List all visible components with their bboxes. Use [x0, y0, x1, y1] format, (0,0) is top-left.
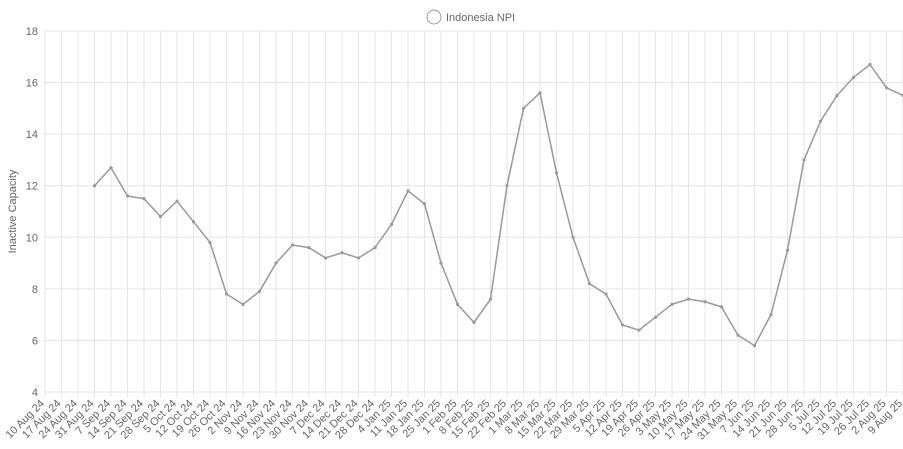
legend-label: Indonesia NPI [446, 12, 515, 24]
data-point [340, 251, 344, 255]
data-point [670, 302, 674, 306]
data-point [835, 93, 839, 98]
data-point [422, 202, 427, 206]
series-line [93, 63, 903, 347]
y-tick-label: 4 [32, 387, 38, 399]
data-point [439, 261, 443, 265]
y-tick-label: 18 [26, 26, 38, 38]
data-point [686, 297, 691, 301]
data-point [884, 86, 889, 90]
data-point [736, 333, 740, 337]
data-point [653, 315, 658, 319]
y-tick-label: 8 [32, 284, 38, 296]
data-point [587, 282, 592, 286]
data-point [125, 194, 130, 198]
data-point [868, 62, 872, 67]
data-point [703, 300, 707, 304]
y-axis-label: Inactive Capacity [7, 169, 19, 253]
data-point [818, 119, 823, 123]
data-point [241, 302, 245, 306]
data-point [307, 246, 311, 250]
data-point [406, 189, 410, 193]
data-point [92, 184, 97, 188]
data-point [158, 215, 163, 219]
data-point [604, 292, 608, 296]
data-point [274, 261, 278, 265]
data-point [851, 75, 856, 80]
data-point [290, 243, 295, 247]
data-point [455, 302, 460, 306]
data-point [505, 184, 509, 188]
y-tick-label: 6 [32, 335, 38, 347]
data-point [109, 166, 113, 170]
data-point [752, 343, 757, 348]
data-point [257, 289, 262, 294]
data-point [538, 91, 542, 95]
data-point [224, 292, 229, 296]
y-tick-label: 14 [26, 129, 38, 141]
y-tick-label: 10 [26, 232, 38, 244]
data-point [356, 256, 361, 260]
data-point [637, 328, 641, 332]
data-point [208, 240, 212, 245]
data-point [472, 320, 476, 324]
data-point [175, 199, 179, 203]
data-point [521, 106, 526, 110]
data-point [323, 256, 328, 260]
data-point [571, 235, 575, 239]
data-point [719, 305, 724, 309]
data-point [620, 323, 625, 327]
data-point [373, 246, 377, 250]
y-tick-label: 12 [26, 181, 38, 193]
legend-marker [426, 9, 442, 25]
data-point [142, 197, 146, 201]
legend-item[interactable]: Indonesia NPI [426, 9, 515, 25]
data-point [785, 248, 790, 252]
data-point [488, 297, 493, 301]
data-point [802, 158, 806, 162]
data-point [389, 222, 394, 226]
data-point [191, 220, 196, 224]
data-point [554, 171, 559, 175]
y-tick-label: 16 [26, 78, 38, 90]
data-point [769, 313, 773, 317]
